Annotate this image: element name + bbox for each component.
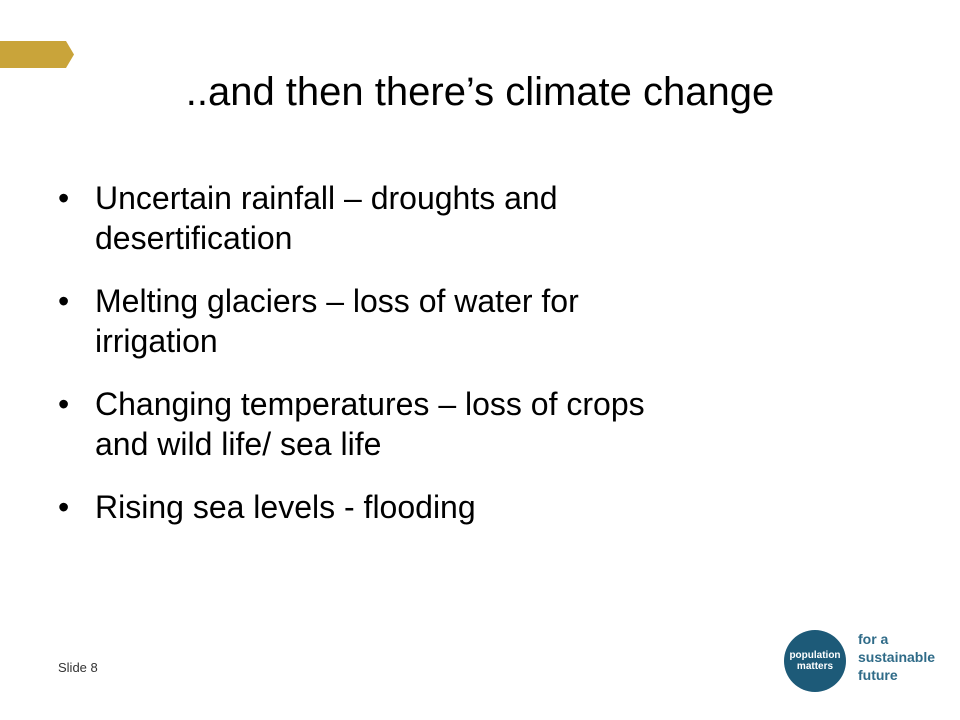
- bullet-dot: •: [58, 386, 70, 422]
- bullet-dot: •: [58, 180, 70, 216]
- bullet-text-line1: Changing temperatures – loss of crops: [95, 386, 645, 422]
- bullet-dot: •: [58, 283, 70, 319]
- bullet-text-line1: Melting glaciers – loss of water for: [95, 283, 579, 319]
- tagline-line: sustainable: [858, 649, 936, 665]
- bullet-text-line2: desertification: [95, 220, 293, 256]
- population-matters-logo: population matters: [784, 630, 846, 692]
- bullet-text-line2: irrigation: [95, 323, 218, 359]
- bullet-text-line1: Uncertain rainfall – droughts and: [95, 180, 558, 216]
- tagline-line: for a: [858, 631, 889, 647]
- bullet-text-line1: Rising sea levels - flooding: [95, 489, 476, 525]
- slide-number: Slide 8: [58, 660, 98, 675]
- bullet-item: • Melting glaciers – loss of water for i…: [58, 281, 858, 361]
- bullet-list: • Uncertain rainfall – droughts and dese…: [58, 178, 858, 550]
- gold-tab-decoration: [0, 41, 74, 68]
- bullet-item: • Rising sea levels - flooding: [58, 487, 858, 527]
- logo-text-line2: matters: [796, 661, 834, 672]
- bullet-dot: •: [58, 489, 70, 525]
- logo-tagline: for a sustainable future: [858, 630, 948, 684]
- slide-title: ..and then there’s climate change: [185, 70, 775, 114]
- logo-text-line1: population: [789, 650, 841, 661]
- bullet-text-line2: and wild life/ sea life: [95, 426, 382, 462]
- tagline-line: future: [858, 667, 898, 683]
- bullet-item: • Uncertain rainfall – droughts and dese…: [58, 178, 858, 258]
- bullet-item: • Changing temperatures – loss of crops …: [58, 384, 858, 464]
